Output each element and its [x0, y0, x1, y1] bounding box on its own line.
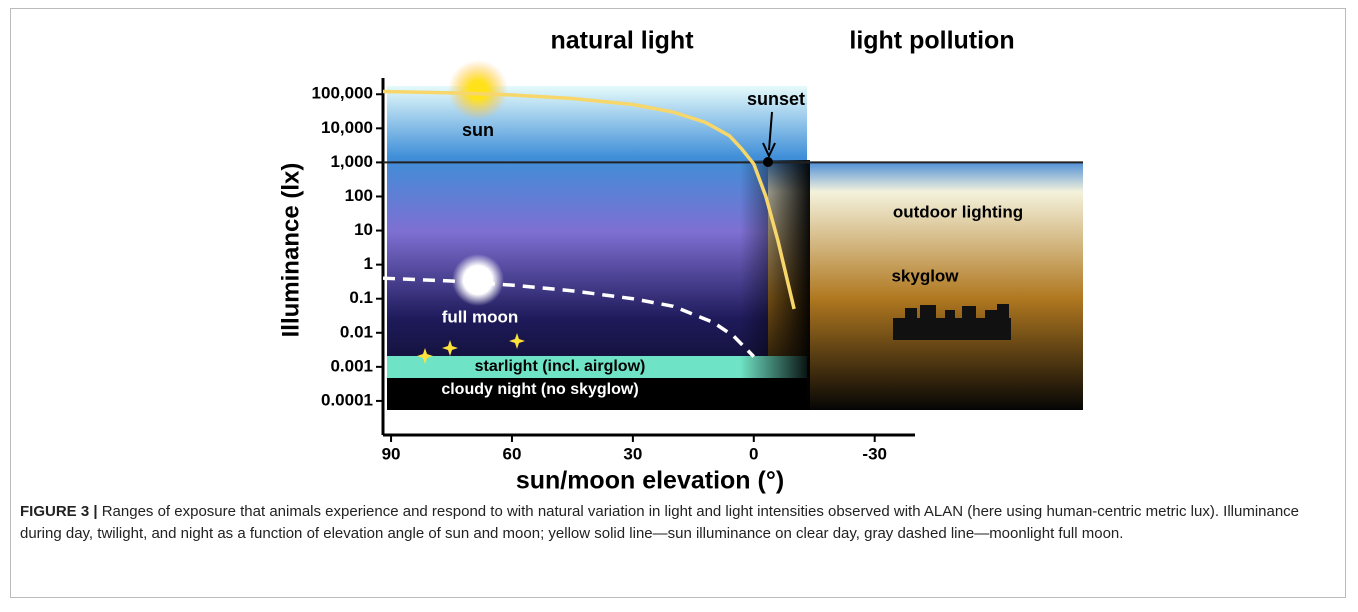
y-axis-title: Illuminance (lx)	[277, 163, 304, 338]
y-tick-label: 0.0001	[321, 390, 373, 409]
x-tick-label: 60	[503, 444, 522, 463]
caption-text: Ranges of exposure that animals experien…	[20, 503, 1299, 542]
chart: 100,000 10,000 1,000 100 10 1 0.1 0.01 0.001 0.00…	[0, 0, 1358, 500]
x-tick-label: 90	[382, 444, 401, 463]
x-tick-label: 30	[623, 444, 642, 463]
annotation: cloudy night (no skyglow)	[441, 381, 638, 398]
annotation: starlight (incl. airglow)	[475, 358, 646, 375]
y-tick-label: 10,000	[321, 118, 373, 137]
annotation: full moon	[442, 307, 518, 326]
annotation: sunset	[747, 89, 805, 109]
heading: natural light	[550, 27, 694, 55]
caption: FIGURE 3 | Ranges of exposure that anima…	[20, 501, 1330, 545]
moon-icon	[452, 254, 504, 306]
annotation: skyglow	[891, 266, 959, 285]
sunset-point	[763, 157, 773, 167]
y-tick-label: 0.001	[330, 356, 373, 375]
pollution-panel	[768, 162, 1083, 410]
caption-label: FIGURE 3 |	[20, 503, 98, 520]
y-tick-label: 10	[354, 220, 373, 239]
y-tick-label: 100	[345, 186, 373, 205]
x-axis-title: sun/moon elevation (°)	[516, 467, 784, 495]
y-tick-label: 0.01	[340, 322, 373, 341]
annotation: outdoor lighting	[893, 202, 1023, 221]
annotation: sun	[462, 120, 494, 140]
x-tick-label: -30	[862, 444, 887, 463]
y-tick-label: 1,000	[330, 152, 373, 171]
y-tick-label: 0.1	[349, 288, 373, 307]
twilight-fade	[740, 160, 810, 410]
heading: light pollution	[849, 27, 1014, 55]
y-tick-label: 100,000	[312, 84, 373, 103]
x-tick-label: 0	[749, 444, 758, 463]
sun-icon	[448, 60, 508, 120]
y-tick-label: 1	[364, 254, 373, 273]
page: 100,000 10,000 1,000 100 10 1 0.1 0.01 0.001 0.00…	[0, 0, 1358, 612]
